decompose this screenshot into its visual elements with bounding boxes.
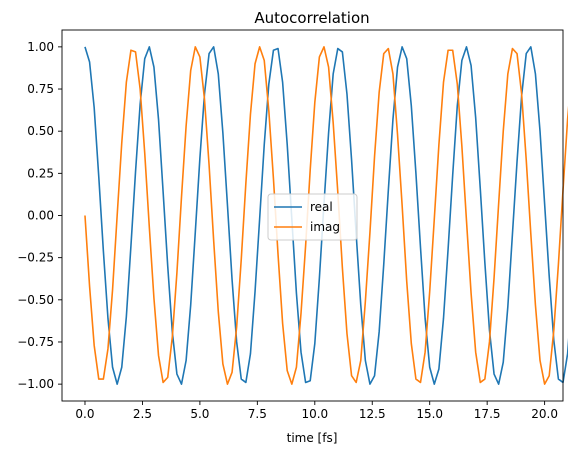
x-tick-label: 12.5 xyxy=(359,407,386,421)
x-tick-label: 20.0 xyxy=(531,407,558,421)
series-line-real xyxy=(84,46,568,385)
y-tick-label: −0.50 xyxy=(17,293,54,307)
chart-title: Autocorrelation xyxy=(254,9,369,27)
y-tick-label: 0.50 xyxy=(27,124,54,138)
x-tick-label: 10.0 xyxy=(301,407,328,421)
x-tick-label: 7.5 xyxy=(248,407,267,421)
series-line-imag xyxy=(84,46,568,385)
y-tick-label: 0.75 xyxy=(27,82,54,96)
y-tick-label: −1.00 xyxy=(17,377,54,391)
y-tick-label: −0.25 xyxy=(17,251,54,265)
x-axis: 0.0 2.5 5.0 7.5 10.0 12.5 15.0 17.5 20.0 xyxy=(75,401,558,421)
x-tick-label: 2.5 xyxy=(133,407,152,421)
y-tick-label: 0.25 xyxy=(27,166,54,180)
x-tick-label: 15.0 xyxy=(416,407,443,421)
legend-label-imag: imag xyxy=(310,220,340,234)
y-tick-label: −0.75 xyxy=(17,335,54,349)
x-axis-label: time [fs] xyxy=(287,431,338,445)
y-axis: 1.00 0.75 0.50 0.25 0.00 −0.25 −0.50 −0.75 −1.00 xyxy=(17,40,62,391)
y-tick-label: 0.00 xyxy=(27,209,54,223)
y-tick-label: 1.00 xyxy=(27,40,54,54)
x-tick-label: 5.0 xyxy=(190,407,209,421)
legend-label-real: real xyxy=(310,200,333,214)
plot-area xyxy=(84,46,568,385)
legend: real imag xyxy=(267,193,358,241)
x-tick-label: 17.5 xyxy=(474,407,501,421)
legend-box xyxy=(267,193,358,241)
x-tick-label: 0.0 xyxy=(75,407,94,421)
